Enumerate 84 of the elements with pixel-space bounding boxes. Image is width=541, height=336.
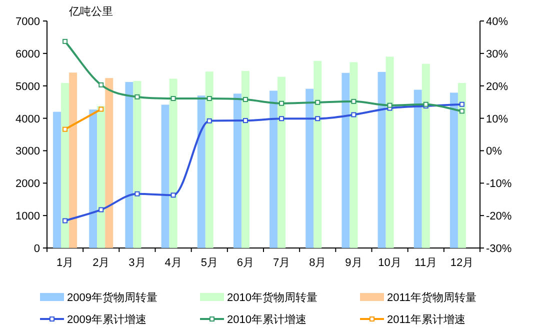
point — [351, 98, 356, 104]
x-tick-label: 5月 — [200, 257, 218, 269]
y-tick-label: 0 — [34, 243, 40, 255]
bar — [125, 82, 134, 248]
x-tick-label: 4月 — [164, 257, 182, 269]
point — [315, 100, 320, 105]
y-tick-label: 6000 — [16, 48, 40, 60]
y2-tick-label: 0% — [486, 146, 502, 158]
point — [134, 94, 140, 100]
point — [62, 38, 68, 44]
y-tick-label: 3000 — [16, 146, 40, 158]
y2-tick-label: -30% — [486, 243, 512, 255]
bar — [205, 72, 214, 248]
point — [98, 106, 104, 112]
y2-tick-label: -20% — [486, 210, 512, 223]
y2-tick-label: 10% — [486, 113, 508, 126]
legend-label: 2010年累计增速 — [227, 313, 306, 326]
x-tick-label: 12月 — [450, 257, 474, 269]
x-tick-label: 10月 — [378, 257, 402, 269]
bar — [414, 90, 422, 248]
bar — [386, 56, 394, 248]
bar — [97, 106, 106, 248]
bar — [241, 70, 250, 248]
bar — [350, 62, 358, 248]
x-tick-label: 6月 — [236, 257, 254, 269]
bar — [450, 92, 458, 248]
y-tick-label: 4000 — [16, 113, 40, 126]
y2-tick-label: 20% — [486, 80, 508, 93]
point — [98, 82, 104, 88]
bar — [197, 96, 206, 248]
x-tick-label: 2月 — [92, 257, 110, 269]
y-tick-label: 1000 — [16, 210, 40, 223]
y-tick-label: 5000 — [16, 80, 40, 93]
y2-tick-label: 30% — [486, 48, 508, 60]
point — [387, 102, 392, 108]
point — [62, 218, 68, 224]
bar — [105, 78, 114, 248]
bar — [378, 72, 386, 248]
point — [206, 118, 212, 124]
y-tick-label: 7000 — [16, 16, 40, 28]
x-tick-label: 3月 — [128, 257, 146, 269]
legend-label: 2010年货物周转量 — [227, 292, 318, 304]
bar — [53, 112, 62, 248]
point — [279, 100, 284, 106]
bar — [422, 64, 430, 248]
bar — [278, 76, 286, 248]
legend-label: 2009年货物周转量 — [67, 292, 158, 304]
bar — [89, 110, 98, 248]
point — [170, 96, 176, 102]
point — [242, 96, 248, 102]
point — [315, 116, 320, 122]
point — [206, 96, 212, 102]
y2-tick-label: -10% — [486, 178, 512, 190]
y-axis-title: 亿吨公里 — [68, 5, 113, 18]
bar — [61, 82, 70, 248]
x-tick-label: 9月 — [345, 257, 362, 269]
point — [459, 102, 464, 107]
legend-label: 2009年累计增速 — [67, 313, 146, 326]
bar — [342, 72, 350, 248]
point — [62, 126, 68, 132]
legend-label: 2011年货物周转量 — [387, 292, 477, 304]
point — [279, 116, 284, 122]
bar — [314, 60, 322, 248]
bar — [306, 88, 314, 248]
point — [459, 108, 464, 114]
legend-label: 2011年累计增速 — [387, 313, 466, 326]
bar — [169, 78, 178, 248]
x-tick-label: 7月 — [272, 257, 290, 269]
bar — [458, 82, 466, 248]
x-tick-label: 1月 — [56, 257, 74, 269]
point — [242, 118, 248, 124]
y-tick-label: 2000 — [16, 178, 40, 190]
bar — [270, 90, 278, 248]
y2-tick-label: 40% — [486, 16, 508, 28]
bar — [161, 104, 170, 248]
point — [170, 192, 176, 198]
x-tick-label: 11月 — [414, 257, 438, 269]
bar — [69, 72, 78, 248]
x-tick-label: 8月 — [309, 257, 326, 269]
point — [351, 112, 356, 118]
point — [134, 191, 140, 196]
point — [98, 207, 104, 212]
bar — [233, 94, 242, 248]
bar — [133, 80, 142, 248]
